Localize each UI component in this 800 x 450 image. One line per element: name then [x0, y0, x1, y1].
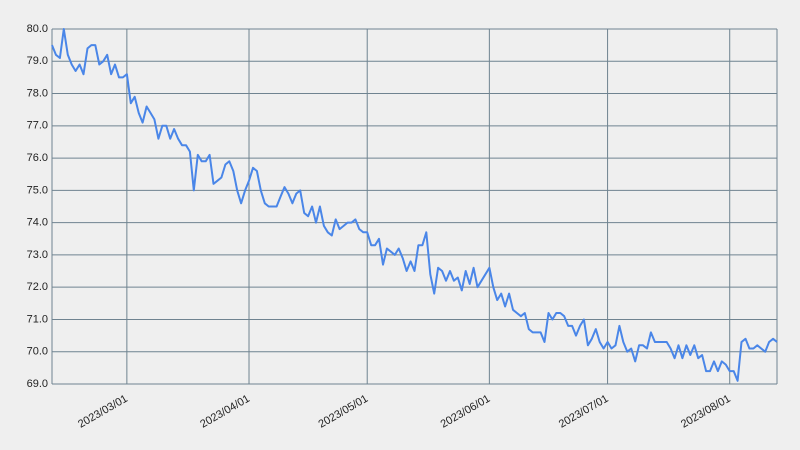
y-tick-label: 80.0	[27, 23, 48, 35]
x-tick-label: 2023/03/01	[76, 393, 130, 431]
y-tick-label: 78.0	[27, 87, 48, 99]
y-tick-label: 74.0	[27, 217, 48, 229]
y-tick-label: 71.0	[27, 313, 48, 325]
y-tick-label: 79.0	[27, 55, 48, 67]
y-tick-label: 77.0	[27, 120, 48, 132]
x-tick-label: 2023/07/01	[557, 393, 611, 431]
x-tick-label: 2023/08/01	[679, 393, 733, 431]
x-tick-label: 2023/05/01	[316, 393, 370, 431]
y-tick-label: 70.0	[27, 346, 48, 358]
y-tick-label: 76.0	[27, 152, 48, 164]
data-line	[51, 28, 778, 382]
y-tick-label: 73.0	[27, 249, 48, 261]
x-tick-label: 2023/04/01	[198, 393, 252, 431]
x-tick-label: 2023/06/01	[439, 393, 493, 431]
y-tick-label: 75.0	[27, 184, 48, 196]
y-tick-label: 69.0	[27, 378, 48, 390]
y-tick-label: 72.0	[27, 281, 48, 293]
